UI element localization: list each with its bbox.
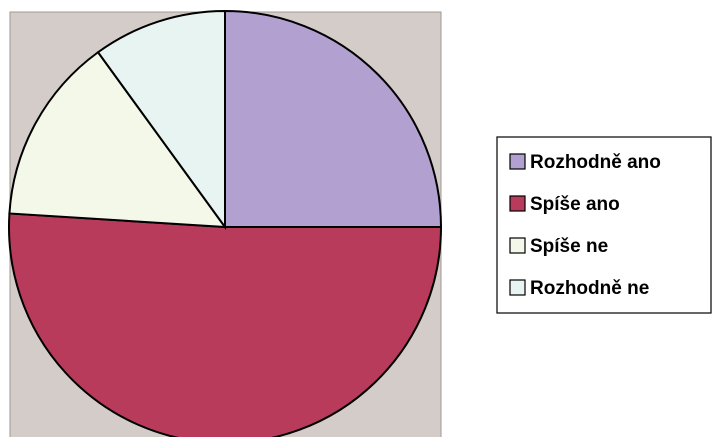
legend-swatch — [509, 279, 526, 296]
pie-slice — [96, 9, 226, 231]
legend-label: Rozhodně ne — [530, 278, 649, 299]
legend: Rozhodně ano Spíše ano Spíše ne Rozhodně ne — [509, 152, 661, 299]
pie-slice — [8, 50, 228, 229]
legend-box — [496, 136, 712, 314]
legend-swatch — [509, 195, 526, 212]
legend-label: Rozhodně ano — [530, 152, 661, 173]
pie-slice — [224, 9, 443, 228]
legend-swatch — [509, 153, 526, 170]
legend-swatch — [509, 237, 526, 254]
pie — [8, 9, 443, 437]
legend-label: Spíše ne — [530, 236, 608, 257]
legend-label: Spíše ano — [530, 194, 620, 215]
pie-slice — [8, 212, 443, 437]
